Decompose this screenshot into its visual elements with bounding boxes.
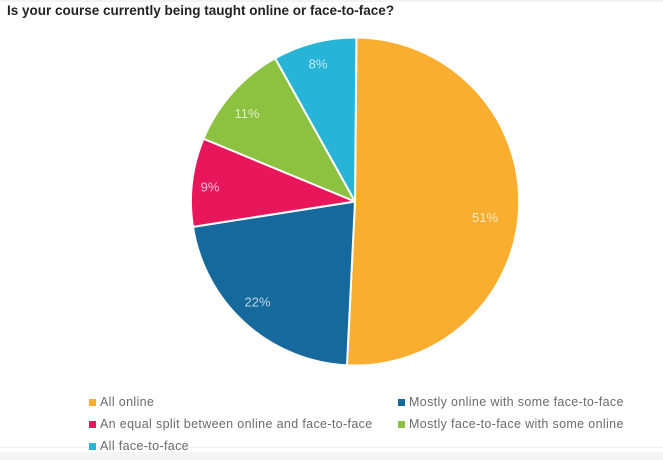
svg-text:11%: 11% xyxy=(234,106,259,121)
svg-text:22%: 22% xyxy=(244,295,270,310)
svg-text:8%: 8% xyxy=(309,57,328,72)
svg-text:9%: 9% xyxy=(201,180,220,195)
svg-text:51%: 51% xyxy=(472,210,498,225)
